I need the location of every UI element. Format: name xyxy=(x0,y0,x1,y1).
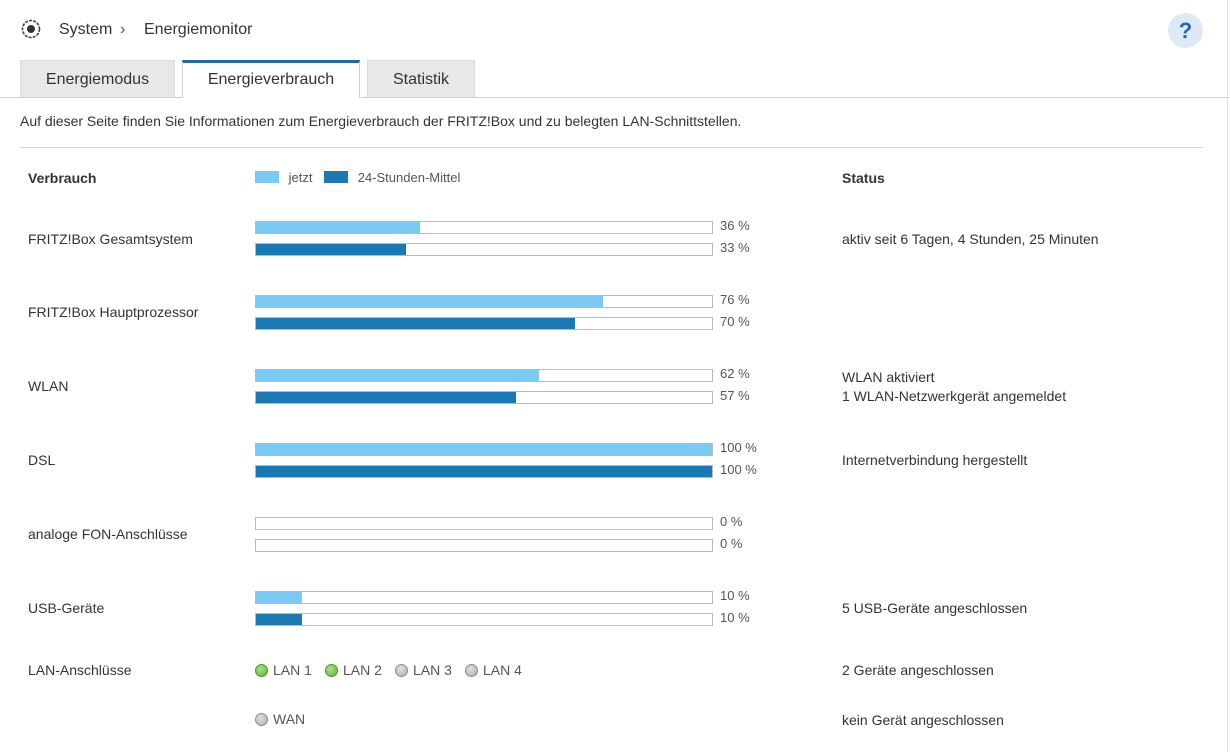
intro-text: Auf dieser Seite finden Sie Informatione… xyxy=(20,113,742,129)
tab-energieverbrauch[interactable]: Energieverbrauch xyxy=(182,60,360,98)
lan-port-label: LAN 3 xyxy=(413,662,452,678)
bar-now-usb xyxy=(255,591,713,604)
bar-fill xyxy=(256,296,603,307)
bar-fill xyxy=(256,244,407,255)
lan-port-label: LAN 4 xyxy=(483,662,522,678)
value-avg-fon: 0 % xyxy=(720,536,743,551)
breadcrumb-chevron-icon: › xyxy=(120,21,126,38)
column-header-consumption: Verbrauch xyxy=(28,170,97,186)
column-header-status: Status xyxy=(842,170,885,186)
lan-port-label: LAN 2 xyxy=(343,662,382,678)
bar-now-fon xyxy=(255,517,713,530)
lan-port-2: LAN 2 xyxy=(325,661,382,679)
page-header: System › Energiemonitor ? xyxy=(0,0,1230,60)
lan-port-label: LAN 1 xyxy=(273,662,312,678)
led-indicator-icon xyxy=(255,713,268,726)
value-now-dsl: 100 % xyxy=(720,440,757,455)
lan-port-4: LAN 4 xyxy=(465,661,522,679)
legend-swatch-avg xyxy=(324,171,349,183)
status-wan: kein Gerät angeschlossen xyxy=(842,712,1004,728)
lan-port-1: LAN 1 xyxy=(255,661,312,679)
tab-bar: Energiemodus Energieverbrauch Statistik xyxy=(0,60,1230,98)
status-wlan-line-1: WLAN aktiviert xyxy=(842,369,935,385)
row-label-fon: analoge FON-Anschlüsse xyxy=(28,526,188,542)
bar-fill xyxy=(256,392,516,403)
bar-fill xyxy=(256,222,421,233)
bar-now-wlan xyxy=(255,369,713,382)
value-now-gesamtsystem: 36 % xyxy=(720,218,750,233)
value-now-hauptprozessor: 76 % xyxy=(720,292,750,307)
status-usb: 5 USB-Geräte angeschlossen xyxy=(842,600,1028,616)
bar-avg-hauptprozessor xyxy=(255,317,713,330)
bar-avg-gesamtsystem xyxy=(255,243,713,256)
row-label-hauptprozessor: FRITZ!Box Hauptprozessor xyxy=(28,304,199,320)
bar-fill xyxy=(256,614,302,625)
bar-now-hauptprozessor xyxy=(255,295,713,308)
wan-port-label: WAN xyxy=(273,711,306,727)
help-button[interactable]: ? xyxy=(1168,13,1203,48)
value-avg-gesamtsystem: 33 % xyxy=(720,240,750,255)
led-indicator-icon xyxy=(395,664,408,677)
tab-statistik[interactable]: Statistik xyxy=(367,60,475,97)
led-indicator-icon xyxy=(255,664,268,677)
section-divider xyxy=(20,147,1203,148)
value-avg-usb: 10 % xyxy=(720,610,750,625)
value-avg-wlan: 57 % xyxy=(720,388,750,403)
led-indicator-icon xyxy=(325,664,338,677)
legend-label-now: jetzt xyxy=(288,170,313,185)
value-avg-dsl: 100 % xyxy=(720,462,757,477)
bar-fill xyxy=(256,370,539,381)
row-label-usb: USB-Geräte xyxy=(28,600,105,616)
bar-fill xyxy=(256,318,576,329)
value-avg-hauptprozessor: 70 % xyxy=(720,314,750,329)
bar-fill xyxy=(256,444,712,455)
row-label-wlan: WLAN xyxy=(28,378,69,394)
fritzbox-home-icon[interactable] xyxy=(21,19,41,39)
bar-now-gesamtsystem xyxy=(255,221,713,234)
row-label-gesamtsystem: FRITZ!Box Gesamtsystem xyxy=(28,231,193,247)
status-gesamtsystem: aktiv seit 6 Tagen, 4 Stunden, 25 Minute… xyxy=(842,231,1099,247)
status-lan: 2 Geräte angeschlossen xyxy=(842,662,994,678)
status-wlan-line-2: 1 WLAN-Netzwerkgerät angemeldet xyxy=(842,388,1067,404)
bar-avg-wlan xyxy=(255,391,713,404)
bar-now-dsl xyxy=(255,443,713,456)
wan-port: WAN xyxy=(255,710,305,728)
tab-energiemodus[interactable]: Energiemodus xyxy=(20,60,175,97)
tab-divider xyxy=(0,97,1230,98)
row-label-dsl: DSL xyxy=(28,452,56,468)
bar-avg-fon xyxy=(255,539,713,552)
breadcrumb-current: Energiemonitor xyxy=(144,21,253,38)
status-dsl: Internetverbindung hergestellt xyxy=(842,452,1028,468)
legend-label-avg: 24-Stunden-Mittel xyxy=(357,170,461,185)
bar-avg-usb xyxy=(255,613,713,626)
bar-fill xyxy=(256,592,302,603)
legend: jetzt 24-Stunden-Mittel xyxy=(255,169,460,187)
scrollbar-track[interactable] xyxy=(1227,0,1228,752)
led-indicator-icon xyxy=(465,664,478,677)
value-now-wlan: 62 % xyxy=(720,366,750,381)
lan-port-3: LAN 3 xyxy=(395,661,452,679)
bar-avg-dsl xyxy=(255,465,713,478)
bar-fill xyxy=(256,466,712,477)
row-label-lan: LAN-Anschlüsse xyxy=(28,662,132,678)
legend-swatch-now xyxy=(255,171,279,183)
value-now-fon: 0 % xyxy=(720,514,743,529)
value-now-usb: 10 % xyxy=(720,588,750,603)
breadcrumb-system[interactable]: System xyxy=(59,21,113,38)
